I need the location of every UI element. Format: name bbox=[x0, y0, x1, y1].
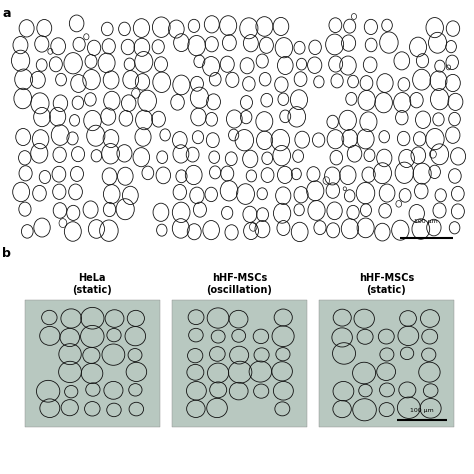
Text: b: b bbox=[2, 247, 11, 260]
Text: HeLa
(static): HeLa (static) bbox=[73, 273, 112, 295]
Bar bbox=[25, 301, 160, 427]
Text: hHF-MSCs
(oscillation): hHF-MSCs (oscillation) bbox=[207, 273, 272, 295]
Text: 100 μm: 100 μm bbox=[410, 408, 434, 413]
Bar bbox=[172, 301, 307, 427]
Text: hHF-MSCs
(static): hHF-MSCs (static) bbox=[359, 273, 414, 295]
Text: 100 μm: 100 μm bbox=[414, 219, 438, 224]
Text: a: a bbox=[2, 7, 11, 20]
Bar bbox=[319, 301, 454, 427]
